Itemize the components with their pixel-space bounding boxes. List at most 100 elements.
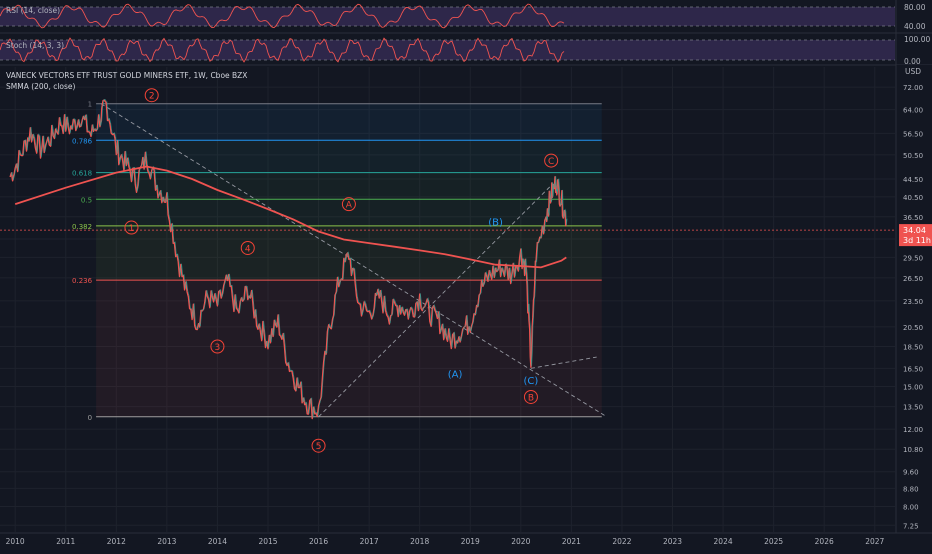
fib-zone bbox=[96, 172, 602, 200]
wave-label: B bbox=[528, 393, 534, 403]
wave-label: (B) bbox=[488, 218, 503, 229]
fib-level-label: 0.786 bbox=[72, 137, 93, 145]
x-tick-label: 2014 bbox=[208, 537, 227, 546]
x-tick-label: 2016 bbox=[309, 537, 328, 546]
x-tick-label: 2022 bbox=[612, 537, 631, 546]
time-axis[interactable] bbox=[0, 533, 932, 550]
wave-label-circle bbox=[124, 220, 139, 235]
x-tick-label: 2012 bbox=[107, 537, 126, 546]
price-tag-value: 34.04 bbox=[903, 226, 926, 235]
chart-title: VANECK VECTORS ETF TRUST GOLD MINERS ETF… bbox=[6, 71, 247, 80]
x-tick-label: 2023 bbox=[663, 537, 682, 546]
y-tick-label: 16.50 bbox=[903, 365, 923, 373]
wave-label: 4 bbox=[245, 244, 251, 254]
rsi-line bbox=[0, 3, 565, 29]
rsi-level-lower: 40.00 bbox=[904, 22, 926, 31]
fib-zone bbox=[96, 140, 602, 173]
wave-label: 5 bbox=[316, 442, 322, 452]
x-tick-label: 2010 bbox=[6, 537, 25, 546]
y-tick-label: 36.50 bbox=[903, 214, 923, 222]
wave-label-circle bbox=[144, 88, 159, 103]
fibonacci-retracement[interactable]: 1 0.786 0.618 0.5 0.382 0.236 0 bbox=[72, 101, 602, 422]
price-series bbox=[9, 98, 568, 420]
y-tick-label: 9.60 bbox=[903, 469, 919, 477]
y-tick-label: 26.50 bbox=[903, 275, 923, 283]
y-tick-label: 7.25 bbox=[903, 522, 919, 530]
rsi-label: RSI (14, close) bbox=[6, 6, 60, 15]
currency-label: USD bbox=[905, 67, 921, 76]
y-tick-label: 50.50 bbox=[903, 152, 923, 160]
wave-label: C bbox=[548, 157, 554, 167]
wave-label-circle bbox=[341, 197, 356, 212]
wave-label-circle bbox=[210, 339, 225, 354]
wave-label: (A) bbox=[448, 370, 463, 381]
stoch-level-upper: 100.00 bbox=[904, 35, 930, 44]
y-tick-label: 40.50 bbox=[903, 194, 923, 202]
current-price-tag: 34.04 3d 11h bbox=[0, 224, 932, 247]
wave-annotations[interactable]: 1 2 3 4 5 A B C (A) (B) (C) bbox=[124, 88, 559, 453]
y-tick-label: 29.50 bbox=[903, 254, 923, 262]
wave-label-circle bbox=[240, 240, 255, 255]
trendlines[interactable] bbox=[100, 103, 608, 418]
price-tag-box bbox=[899, 224, 932, 247]
wave-label: A bbox=[346, 201, 353, 211]
smma-series bbox=[14, 165, 567, 269]
y-tick-label: 13.50 bbox=[903, 404, 923, 412]
x-tick-label: 2021 bbox=[562, 537, 581, 546]
wave-label-circle bbox=[523, 389, 538, 404]
rsi-pane[interactable]: RSI (14, close) 80.00 40.00 bbox=[0, 3, 932, 34]
x-tick-label: 2026 bbox=[815, 537, 834, 546]
stoch-pane[interactable]: Stoch (14, 3, 3) 100.00 0.00 bbox=[0, 35, 932, 66]
y-tick-label: 8.80 bbox=[903, 485, 919, 493]
wave-label: (C) bbox=[524, 376, 539, 387]
fib-level-label: 1 bbox=[88, 101, 92, 109]
trendline bbox=[100, 103, 608, 418]
stoch-path bbox=[0, 37, 565, 63]
time-axis-ticks: 2010 2011 2012 2013 2014 2015 2016 2017 2018 2019… bbox=[6, 537, 885, 546]
wave-label-circle bbox=[311, 438, 326, 453]
y-tick-label: 44.50 bbox=[903, 176, 923, 184]
price-axis[interactable] bbox=[896, 65, 932, 550]
indicator-label: SMMA (200, close) bbox=[6, 82, 76, 91]
y-tick-label: 56.50 bbox=[903, 130, 923, 138]
x-tick-label: 2025 bbox=[764, 537, 783, 546]
y-tick-label: 10.80 bbox=[903, 446, 923, 454]
x-tick-label: 2020 bbox=[511, 537, 530, 546]
y-tick-label: 20.50 bbox=[903, 324, 923, 332]
wave-label: 2 bbox=[149, 92, 155, 102]
x-tick-label: 2027 bbox=[865, 537, 884, 546]
x-tick-label: 2018 bbox=[410, 537, 429, 546]
x-tick-label: 2011 bbox=[56, 537, 75, 546]
x-tick-label: 2017 bbox=[360, 537, 379, 546]
fib-level-label: 0.618 bbox=[72, 170, 92, 178]
rsi-path bbox=[0, 3, 565, 29]
fib-level-label: 0.236 bbox=[72, 277, 93, 285]
y-tick-label: 64.00 bbox=[903, 107, 923, 115]
x-tick-label: 2019 bbox=[461, 537, 480, 546]
wave-label: 3 bbox=[215, 343, 221, 353]
fib-zone bbox=[96, 280, 602, 417]
fib-zone bbox=[96, 199, 602, 226]
x-tick-label: 2015 bbox=[258, 537, 277, 546]
rsi-band bbox=[0, 7, 895, 26]
stoch-level-lower: 0.00 bbox=[904, 57, 921, 66]
x-tick-label: 2024 bbox=[714, 537, 733, 546]
trendline bbox=[318, 185, 552, 418]
fib-level-label: 0.382 bbox=[72, 223, 92, 231]
fib-level-label: 0 bbox=[88, 414, 92, 422]
stoch-band bbox=[0, 40, 895, 60]
wave-label: 1 bbox=[129, 224, 135, 234]
y-tick-label: 8.00 bbox=[903, 504, 919, 512]
x-tick-label: 2013 bbox=[157, 537, 176, 546]
smma-line bbox=[14, 165, 567, 269]
y-tick-label: 72.00 bbox=[903, 84, 923, 92]
price-tag-countdown: 3d 11h bbox=[903, 236, 931, 245]
fib-level-label: 0.5 bbox=[81, 196, 92, 204]
y-tick-label: 18.50 bbox=[903, 343, 923, 351]
y-tick-label: 12.00 bbox=[903, 426, 923, 434]
stoch-line bbox=[0, 37, 565, 63]
rsi-level-upper: 80.00 bbox=[904, 3, 926, 12]
